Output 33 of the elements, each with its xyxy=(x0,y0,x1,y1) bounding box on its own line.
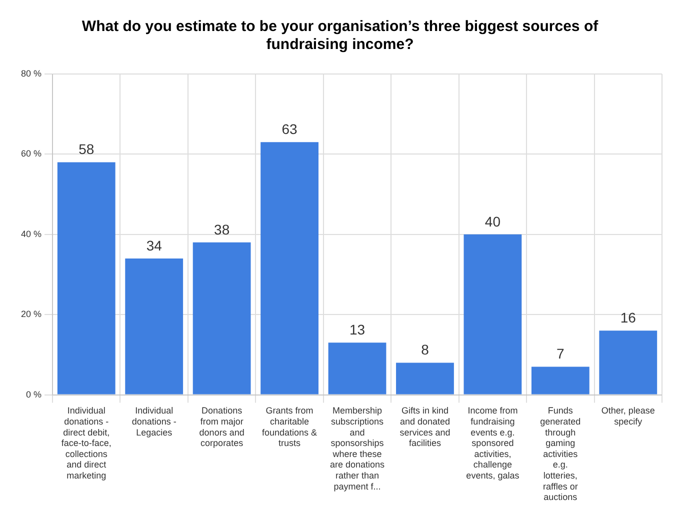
bar xyxy=(599,330,658,394)
x-tick-label: Income from fundraising events e.g. sponsored activities, challenge events, galas xyxy=(466,406,520,480)
x-tick-label: Individual donations - Legacies xyxy=(132,406,176,438)
y-tick-label: 60 % xyxy=(21,148,42,159)
bar xyxy=(125,258,184,394)
bar xyxy=(396,362,454,394)
bar xyxy=(464,234,522,394)
bar xyxy=(57,162,116,394)
x-tick-label: Other, please specify xyxy=(601,406,655,426)
x-tick-label: Membership subscriptions and sponsorships where these are donations rather than payment f... xyxy=(330,406,386,492)
y-tick-label: 40 % xyxy=(21,228,42,239)
x-tick-label: Gifts in kind and donated services and facilities xyxy=(400,406,450,448)
y-tick-label: 80 % xyxy=(21,68,42,78)
category-label: Funds generated through gaming activities e.g. lotteries, raffles or auctions xyxy=(540,406,581,502)
data-label: 58 xyxy=(78,141,94,158)
data-label: 40 xyxy=(484,213,501,230)
x-tick-label: Donations from major donors and corporates xyxy=(199,406,244,448)
bar xyxy=(260,142,318,394)
chart-title: What do you estimate to be your organisation’s three biggest sources of fundraising income? xyxy=(82,18,600,54)
data-label: 38 xyxy=(214,221,230,238)
data-label: 34 xyxy=(146,237,162,254)
data-label: 13 xyxy=(349,322,366,338)
data-label: 7 xyxy=(556,346,565,362)
x-tick-label: Grants from charitable foundations & trusts xyxy=(262,406,318,448)
data-label: 16 xyxy=(620,310,636,326)
y-tick-label: 0 % xyxy=(26,389,42,400)
data-label: 63 xyxy=(282,121,298,138)
y-tick-label: 20 % xyxy=(21,309,42,320)
bar xyxy=(531,366,590,394)
bar xyxy=(192,242,251,394)
data-label: 8 xyxy=(421,342,430,358)
bar xyxy=(328,342,386,394)
x-tick-label: Individual donations - direct debit, face-to-face, collections and direct marketing xyxy=(61,406,112,480)
